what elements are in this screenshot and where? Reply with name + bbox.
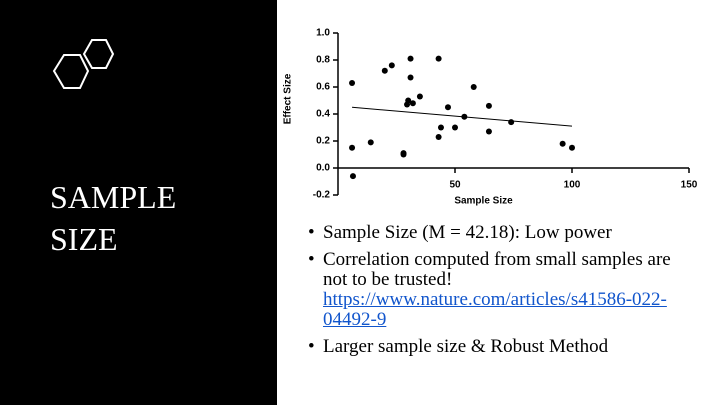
point (416, 93, 423, 100)
left-panel: SAMPLE SIZE (0, 0, 277, 405)
x-axis-label: Sample Size (454, 196, 513, 207)
point (569, 144, 575, 151)
point (381, 67, 388, 74)
bullet: Larger sample size & Robust Method (308, 336, 688, 358)
y-tick-label: 0.6 (316, 82, 330, 93)
bullet-text: Sample Size (M = 42.18): Low power (323, 222, 612, 243)
point (559, 140, 566, 147)
hexagon-icon (52, 39, 115, 89)
bullet: Correlation computed from small samples … (308, 250, 688, 330)
y-tick-label: 0.0 (316, 163, 330, 174)
y-tick-label: 0.2 (316, 136, 330, 147)
slide-title: SAMPLE SIZE (50, 179, 177, 257)
point (349, 173, 356, 180)
point (400, 151, 407, 158)
link[interactable]: https://www.nature.com/articles/s41586-0… (323, 289, 667, 330)
point (485, 128, 492, 135)
point (349, 144, 356, 151)
y-tick-label: 0.8 (316, 55, 330, 66)
point (388, 62, 395, 69)
y-tick-label: 1.0 (316, 28, 330, 39)
point (405, 97, 412, 104)
bullet-text: Correlation computed from small samples … (323, 249, 671, 290)
point (435, 133, 442, 140)
point (437, 124, 444, 131)
point (485, 102, 492, 109)
point (444, 104, 451, 111)
point (470, 84, 477, 90)
point (409, 100, 416, 107)
x-tick-label: 50 (449, 180, 461, 191)
y-tick-label: -0.2 (313, 190, 331, 201)
bullet: Sample Size (M = 42.18): Low power (308, 222, 688, 244)
point (407, 74, 414, 81)
point (407, 55, 414, 62)
y-axis-label: Effect Size (283, 73, 294, 124)
x-tick-label: 150 (681, 180, 698, 191)
bullet-text: Larger sample size & Robust Method (323, 336, 609, 357)
point (367, 139, 374, 146)
point (435, 55, 442, 62)
y-tick-label: 0.4 (316, 109, 330, 120)
x-tick-label: 100 (564, 180, 581, 191)
bullet-list: Sample Size (M = 42.18): Low power Correl… (308, 223, 688, 364)
trendline (351, 106, 573, 127)
point (508, 119, 515, 126)
chart: 1.0 0.8 0.6 0.4 0.2 0.0 -0.2 50 100 150 Sample Siz… (283, 28, 698, 207)
point (452, 124, 458, 131)
point (349, 79, 356, 86)
